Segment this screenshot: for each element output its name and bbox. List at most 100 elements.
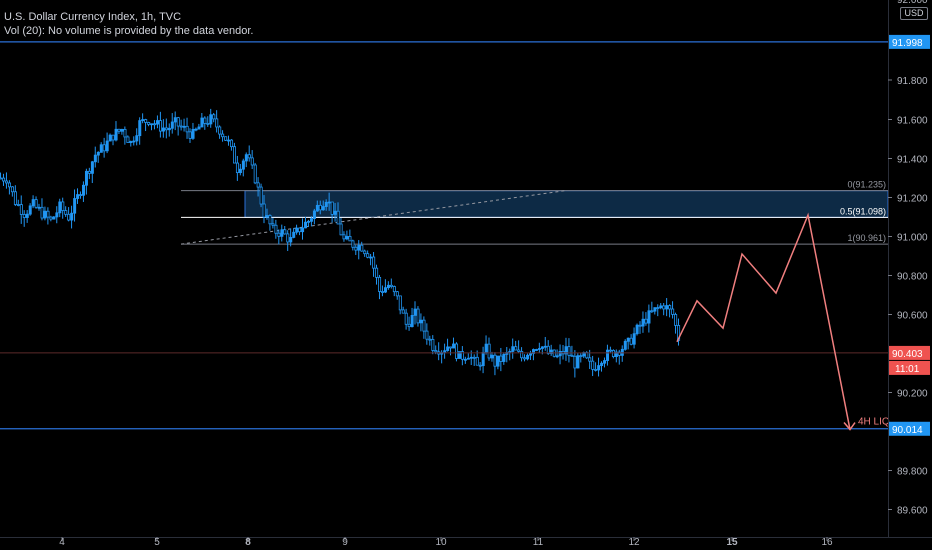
candle[interactable] [262, 195, 266, 224]
candle[interactable] [561, 345, 565, 360]
candle[interactable] [84, 168, 88, 195]
candle[interactable] [176, 116, 180, 136]
candle[interactable] [635, 323, 639, 336]
candle[interactable] [185, 117, 189, 139]
candle[interactable] [253, 162, 257, 185]
candle[interactable] [209, 108, 213, 128]
candle[interactable] [76, 188, 80, 204]
candle[interactable] [446, 338, 450, 352]
candle[interactable] [230, 139, 234, 151]
candle[interactable] [626, 337, 630, 350]
candle[interactable] [206, 116, 210, 127]
candle[interactable] [534, 348, 538, 352]
candle[interactable] [413, 301, 417, 325]
candle[interactable] [463, 356, 467, 364]
candle[interactable] [25, 210, 29, 223]
candle[interactable] [552, 349, 556, 358]
candle[interactable] [286, 230, 290, 251]
candle[interactable] [70, 205, 74, 229]
candle[interactable] [61, 197, 65, 219]
candle[interactable] [58, 198, 62, 218]
projection-path[interactable] [676, 212, 851, 430]
candle[interactable] [49, 215, 53, 222]
candle[interactable] [158, 111, 162, 138]
candle[interactable] [224, 136, 228, 141]
candle[interactable] [200, 113, 204, 128]
fib-trend-line[interactable] [180, 190, 566, 245]
candle[interactable] [179, 119, 183, 131]
candle[interactable] [632, 327, 636, 349]
candle[interactable] [87, 167, 91, 180]
candle[interactable] [428, 335, 432, 346]
candle[interactable] [378, 274, 382, 300]
candle[interactable] [481, 346, 485, 374]
candle[interactable] [191, 122, 195, 140]
candle[interactable] [502, 352, 506, 365]
candle[interactable] [215, 110, 219, 133]
candle[interactable] [579, 352, 583, 363]
candle[interactable] [487, 337, 491, 361]
candle[interactable] [517, 340, 521, 353]
candle[interactable] [307, 219, 311, 227]
candle[interactable] [43, 206, 47, 221]
candle[interactable] [132, 136, 136, 146]
candle[interactable] [496, 355, 500, 370]
candle[interactable] [37, 203, 41, 211]
candle[interactable] [620, 345, 624, 362]
candle[interactable] [150, 123, 154, 131]
candle[interactable] [315, 200, 319, 212]
candle[interactable] [295, 224, 299, 235]
candle[interactable] [268, 214, 272, 231]
candle[interactable] [233, 142, 237, 164]
candle[interactable] [508, 348, 512, 361]
candle[interactable] [235, 155, 239, 181]
candle[interactable] [247, 145, 251, 162]
candle[interactable] [452, 337, 456, 349]
candle[interactable] [135, 128, 139, 146]
candle[interactable] [410, 307, 414, 328]
candle[interactable] [386, 281, 390, 290]
candle[interactable] [2, 173, 6, 186]
candle[interactable] [73, 189, 77, 222]
candle[interactable] [309, 216, 313, 227]
candle[interactable] [674, 312, 678, 334]
candle[interactable] [161, 119, 165, 138]
candle[interactable] [22, 210, 26, 227]
candle[interactable] [318, 200, 322, 215]
candle[interactable] [333, 202, 337, 222]
candle[interactable] [520, 347, 524, 362]
candle[interactable] [129, 140, 133, 147]
candle[interactable] [490, 351, 494, 362]
candle[interactable] [289, 228, 293, 247]
last-price-badge[interactable] [889, 345, 930, 360]
candle[interactable] [52, 216, 56, 220]
candle[interactable] [499, 347, 503, 372]
candle[interactable] [389, 278, 393, 289]
candle[interactable] [182, 118, 186, 132]
candle[interactable] [511, 338, 515, 359]
candle[interactable] [668, 304, 672, 318]
candle[interactable] [564, 337, 568, 361]
candle[interactable] [573, 350, 577, 378]
candle[interactable] [369, 253, 373, 266]
candle[interactable] [641, 311, 645, 333]
candle[interactable] [31, 195, 35, 209]
candle[interactable] [292, 227, 296, 239]
candle[interactable] [484, 335, 488, 355]
candle[interactable] [348, 229, 352, 242]
candle[interactable] [381, 285, 385, 297]
candle[interactable] [345, 230, 349, 241]
candle[interactable] [570, 345, 574, 357]
candle[interactable] [543, 336, 547, 351]
candle[interactable] [366, 250, 370, 259]
candle[interactable] [650, 301, 654, 313]
candle[interactable] [153, 120, 157, 130]
candle[interactable] [363, 249, 367, 257]
candle[interactable] [537, 342, 541, 353]
candle[interactable] [327, 192, 331, 211]
candle[interactable] [644, 312, 648, 326]
candle[interactable] [55, 206, 59, 224]
candle[interactable] [671, 301, 675, 319]
candle[interactable] [156, 115, 160, 129]
candle[interactable] [90, 160, 94, 184]
